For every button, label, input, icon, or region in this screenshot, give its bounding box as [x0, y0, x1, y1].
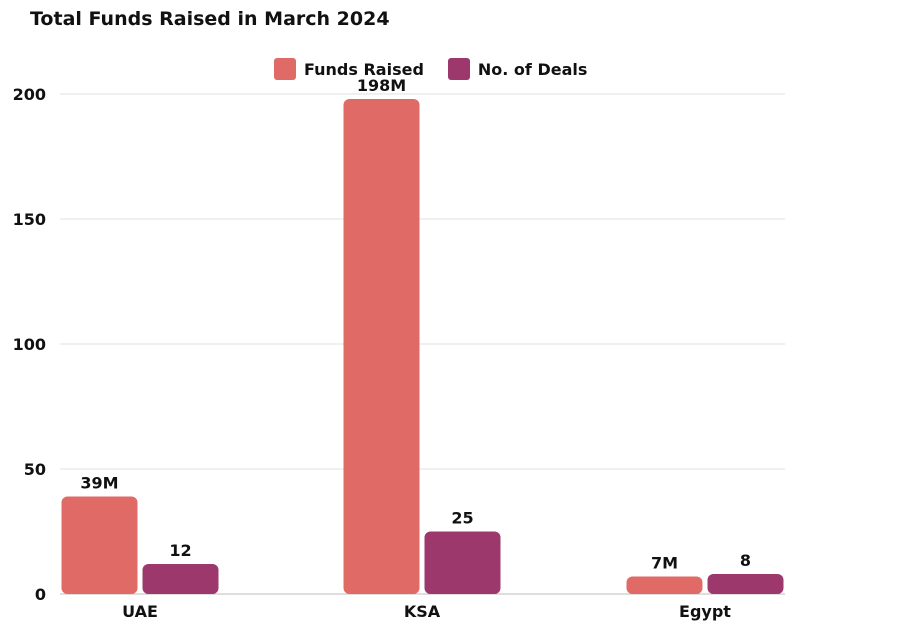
legend-swatch-funds-raised [274, 58, 296, 80]
x-tick-label: KSA [404, 602, 441, 621]
data-label: 12 [169, 541, 191, 560]
y-tick-label: 200 [13, 85, 46, 104]
y-tick-label: 150 [13, 210, 46, 229]
bar-uae-no-of-deals [142, 564, 219, 594]
data-label: 39M [80, 474, 118, 493]
bar-egypt-funds-raised [626, 576, 703, 594]
legend-label-no-of-deals: No. of Deals [477, 59, 588, 79]
legend-swatch-no-of-deals [447, 58, 470, 80]
legend-item-funds-raised: Funds Raised [274, 58, 424, 80]
legend: Funds Raised No. of Deals [274, 58, 587, 80]
x-tick-label: Egypt [679, 602, 731, 621]
legend-label-funds-raised: Funds Raised [304, 59, 424, 79]
y-tick-label: 50 [24, 460, 46, 479]
y-tick-label: 100 [13, 335, 46, 354]
bar-egypt-no-of-deals [707, 574, 784, 594]
y-tick-label: 0 [35, 585, 46, 604]
bar-ksa-funds-raised [343, 99, 420, 594]
data-label: 25 [451, 509, 473, 528]
bar-uae-funds-raised [61, 496, 138, 594]
data-label: 7M [651, 554, 678, 573]
bar-ksa-no-of-deals [424, 531, 501, 594]
x-tick-label: UAE [122, 602, 158, 621]
data-label: 198M [357, 76, 406, 95]
data-label: 8 [740, 551, 751, 570]
legend-item-no-of-deals: No. of Deals [447, 58, 588, 80]
chart-title: Total Funds Raised in March 2024 [30, 8, 390, 30]
